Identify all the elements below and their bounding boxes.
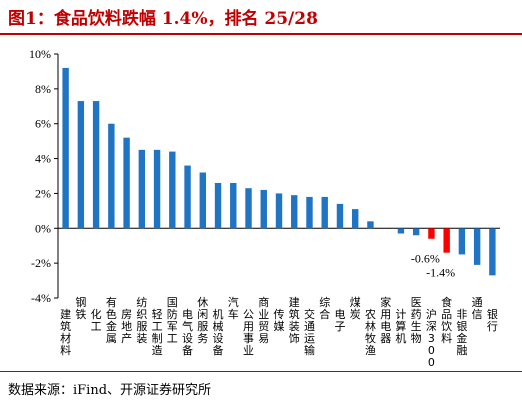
- bar: [336, 203, 344, 229]
- y-tick-label: 4%: [35, 152, 51, 166]
- bar: [352, 209, 359, 229]
- bar: [153, 149, 161, 229]
- source-note: 数据来源：iFind、开源证券研究所: [8, 383, 212, 398]
- title-bar: 图1：食品饮料跌幅 1.4%，排名 25/28: [0, 0, 522, 36]
- x-tick-label: 机械设备: [213, 307, 224, 357]
- x-tick-label: 电子: [334, 308, 345, 333]
- bar: [428, 228, 435, 239]
- x-tick-label: 综合: [319, 295, 330, 321]
- x-tick-label: 家用电器: [380, 295, 391, 345]
- x-tick-label: 煤炭: [350, 296, 361, 321]
- x-tick-label: 非银金融: [456, 308, 467, 357]
- bar: [138, 149, 146, 229]
- bar: [291, 195, 298, 229]
- bar: [260, 189, 267, 229]
- bar: [230, 182, 237, 229]
- y-tick-label: 8%: [35, 82, 51, 96]
- bar: [123, 137, 130, 229]
- bar: [245, 188, 252, 229]
- data-label: -1.4%: [426, 266, 455, 280]
- data-label: -0.6%: [411, 252, 440, 266]
- y-tick-label: 10%: [29, 47, 51, 61]
- chart-title: 图1：食品饮料跌幅 1.4%，排名 25/28: [8, 9, 318, 29]
- bar: [321, 196, 328, 229]
- y-tick-label: 0%: [35, 221, 51, 235]
- x-tick-label: 计算机: [395, 308, 406, 345]
- x-tick-label: 商业贸易: [258, 295, 269, 345]
- bar: [473, 228, 481, 265]
- x-tick-label: 休闲服务: [197, 296, 208, 345]
- x-tick-label: 钢铁: [75, 296, 86, 321]
- x-tick-label: 公用事业: [243, 308, 254, 357]
- title-divider: [0, 33, 522, 35]
- x-tick-label: 建筑装饰: [289, 295, 300, 345]
- y-tick-label: -4%: [31, 291, 51, 305]
- x-tick-label: 轻工制造: [152, 307, 163, 357]
- bar: [92, 101, 100, 229]
- bar: [108, 123, 115, 229]
- bar: [397, 228, 405, 234]
- x-tick-label: 纺织服装: [136, 295, 147, 345]
- bar: [306, 196, 313, 229]
- x-tick-label: 沪深 3 0 0: [426, 307, 437, 369]
- bar: [489, 228, 496, 276]
- y-tick-label: -2%: [31, 256, 51, 270]
- x-tick-label: 通信: [472, 296, 483, 321]
- bar: [458, 228, 466, 255]
- y-tick-label: 6%: [35, 117, 51, 131]
- x-tick-label: 食品饮料: [441, 295, 452, 345]
- x-tick-label: 农林牧渔: [365, 307, 376, 357]
- bar: [62, 67, 69, 229]
- x-tick-label: 房地产: [121, 308, 132, 345]
- bar: [275, 193, 283, 229]
- x-tick-label: 电气设备: [182, 308, 193, 357]
- x-tick-label: 医药生物: [411, 296, 422, 345]
- bar: [214, 182, 222, 229]
- x-tick-label: 有色金属: [106, 295, 117, 345]
- x-tick-label: 国防军工: [167, 296, 178, 345]
- x-tick-label: 银行: [487, 307, 498, 333]
- bar: [443, 228, 450, 253]
- x-tick-label: 汽车: [228, 295, 239, 321]
- y-tick-label: 2%: [35, 186, 51, 200]
- bar: [199, 172, 206, 229]
- x-tick-label: 化工: [91, 307, 102, 333]
- bar: [184, 165, 191, 229]
- x-tick-label: 建筑材料: [60, 307, 71, 357]
- bar: [367, 221, 374, 229]
- bar: [169, 151, 176, 229]
- x-tick-label: 交通运输: [304, 307, 315, 357]
- bar: [412, 228, 420, 236]
- x-tick-label: 传媒: [274, 308, 285, 333]
- source-divider: [0, 371, 522, 372]
- bar: [77, 101, 85, 229]
